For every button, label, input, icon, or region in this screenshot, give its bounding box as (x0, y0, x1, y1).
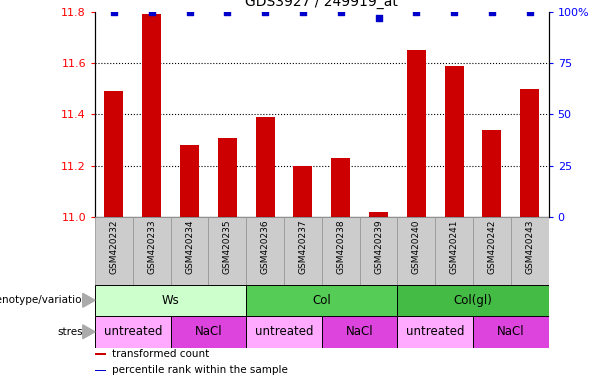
Bar (218, 137, 237, 217)
Point (185, 8, 194, 15)
Bar (397, 316, 473, 348)
Bar (444, 66, 463, 217)
Text: GSM420236: GSM420236 (261, 219, 270, 274)
Bar (397, 217, 435, 285)
Bar (180, 145, 199, 217)
Text: untreated: untreated (104, 325, 162, 338)
Bar (95, 316, 170, 348)
Bar (322, 316, 397, 348)
Point (109, 8, 119, 15)
Bar (95, 353, 107, 355)
Title: GDS3927 / 249919_at: GDS3927 / 249919_at (245, 0, 398, 9)
Text: NaCl: NaCl (346, 325, 373, 338)
Bar (95, 370, 107, 371)
Text: GSM420240: GSM420240 (412, 219, 421, 274)
Bar (473, 217, 511, 285)
Bar (331, 158, 350, 217)
Text: percentile rank within the sample: percentile rank within the sample (112, 365, 288, 376)
Bar (208, 217, 246, 285)
Text: Col(gl): Col(gl) (454, 294, 492, 307)
Text: GSM420235: GSM420235 (223, 219, 232, 274)
Bar (95, 285, 246, 316)
Point (525, 8, 535, 15)
Bar (360, 217, 397, 285)
Text: GSM420243: GSM420243 (525, 219, 535, 274)
Point (373, 15, 384, 21)
Bar (520, 89, 539, 217)
Point (298, 8, 308, 15)
Text: GSM420238: GSM420238 (336, 219, 345, 274)
Bar (142, 14, 161, 217)
Bar (284, 217, 322, 285)
Bar (246, 285, 397, 316)
Bar (246, 217, 284, 285)
Bar (369, 212, 388, 217)
Bar (104, 91, 123, 217)
Text: GSM420239: GSM420239 (374, 219, 383, 274)
Text: GSM420234: GSM420234 (185, 219, 194, 274)
Bar (294, 166, 313, 217)
Text: GSM420233: GSM420233 (147, 219, 156, 274)
Text: NaCl: NaCl (497, 325, 525, 338)
Bar (407, 50, 426, 217)
Point (449, 8, 459, 15)
Bar (95, 217, 133, 285)
Text: transformed count: transformed count (112, 349, 210, 359)
Text: GSM420237: GSM420237 (299, 219, 308, 274)
Point (336, 8, 346, 15)
Bar (246, 316, 322, 348)
Point (147, 8, 156, 15)
Bar (397, 285, 549, 316)
Bar (511, 217, 549, 285)
Bar (482, 130, 501, 217)
Bar (133, 217, 170, 285)
Bar (170, 217, 208, 285)
Text: genotype/variation: genotype/variation (0, 295, 89, 305)
Point (487, 8, 497, 15)
Text: untreated: untreated (406, 325, 465, 338)
Bar (170, 316, 246, 348)
Text: Col: Col (313, 294, 331, 307)
Point (260, 8, 270, 15)
Text: stress: stress (58, 327, 89, 337)
Text: NaCl: NaCl (194, 325, 223, 338)
Bar (435, 217, 473, 285)
Bar (256, 117, 275, 217)
Text: GSM420232: GSM420232 (109, 219, 118, 274)
Text: GSM420241: GSM420241 (449, 219, 459, 274)
Text: GSM420242: GSM420242 (487, 219, 497, 274)
Point (411, 8, 421, 15)
Bar (322, 217, 360, 285)
Point (223, 8, 232, 15)
Text: Ws: Ws (162, 294, 180, 307)
Bar (473, 316, 549, 348)
Text: untreated: untreated (255, 325, 313, 338)
